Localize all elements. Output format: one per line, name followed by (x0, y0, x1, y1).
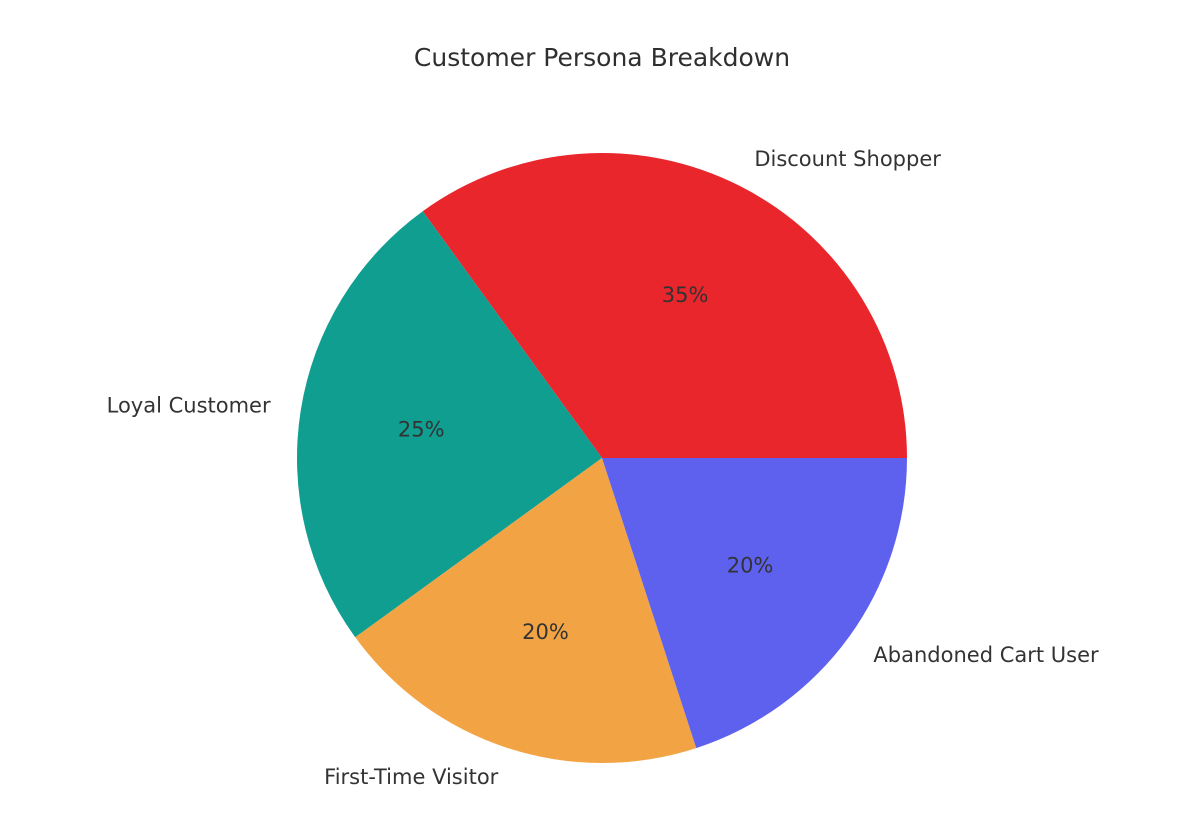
category-labels: Discount Shopper Loyal Customer First-Time… (107, 147, 1099, 789)
pie-slices (297, 153, 907, 763)
pie-slice-abandoned-cart-user (602, 458, 907, 749)
category-label-abandoned-cart-user: Abandoned Cart User (873, 643, 1099, 667)
percent-labels: 35% 25% 20% 20% (398, 283, 773, 644)
percent-label-first-time-visitor: 20% (522, 620, 569, 644)
category-label-first-time-visitor: First-Time Visitor (324, 765, 499, 789)
pie-slice-loyal-customer (297, 211, 602, 638)
pie-slice-first-time-visitor (355, 458, 697, 763)
percent-label-discount-shopper: 35% (662, 283, 709, 307)
category-label-loyal-customer: Loyal Customer (107, 394, 271, 418)
category-label-discount-shopper: Discount Shopper (754, 147, 941, 171)
chart-title: Customer Persona Breakdown (414, 43, 790, 72)
percent-label-abandoned-cart-user: 20% (727, 554, 774, 578)
percent-label-loyal-customer: 25% (398, 417, 445, 441)
pie-slice-discount-shopper (422, 153, 907, 459)
